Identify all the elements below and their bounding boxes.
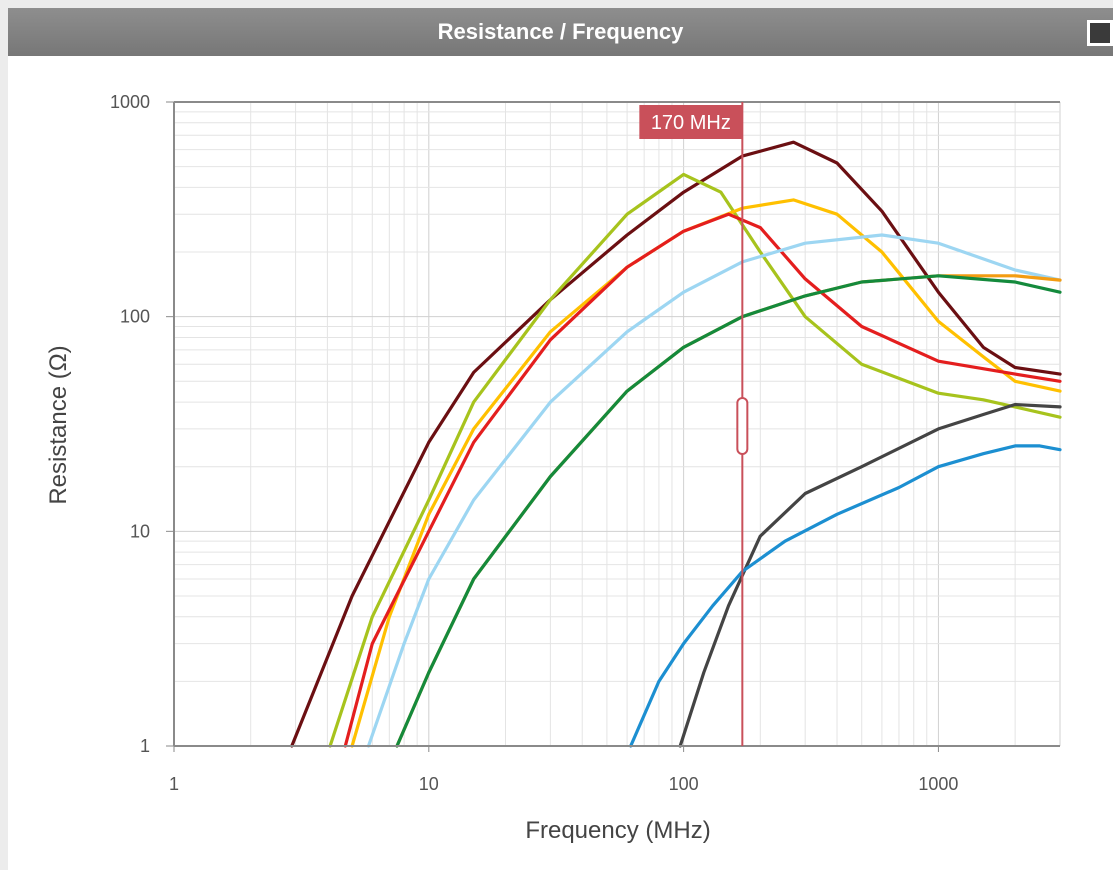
cursor-drag-handle — [736, 397, 749, 455]
y-tick-label: 1 — [140, 736, 150, 756]
maximize-icon[interactable] — [1087, 20, 1113, 46]
x-tick-label: 10 — [419, 774, 439, 794]
series-line — [629, 444, 1062, 748]
chart-panel: Resistance / Frequency — [8, 8, 1113, 870]
series-line — [395, 274, 1062, 748]
x-tick-label: 1 — [169, 774, 179, 794]
series-layer — [290, 140, 1062, 748]
series-line — [328, 172, 1062, 748]
series-line — [366, 233, 1062, 748]
y-tick-label: 100 — [120, 307, 150, 327]
series-line — [678, 402, 1062, 748]
y-tick-label: 10 — [130, 521, 150, 541]
x-tick-label: 100 — [669, 774, 699, 794]
chart-title: Resistance / Frequency — [437, 19, 684, 44]
y-axis-title: Resistance (Ω) — [45, 345, 72, 504]
series-line — [395, 274, 1062, 748]
grid — [173, 101, 1061, 747]
x-axis-title: Frequency (MHz) — [525, 817, 710, 844]
y-tick-label: 1000 — [110, 92, 150, 112]
axes: 1 10 100 1000 1 10 100 1000 — [110, 92, 1060, 794]
chart-title-bar: Resistance / Frequency — [8, 8, 1113, 56]
x-tick-label: 1000 — [918, 774, 958, 794]
frequency-cursor[interactable]: 170 MHz — [639, 102, 749, 746]
cursor-label-bg — [639, 105, 743, 139]
series-line — [343, 212, 1062, 748]
cursor-label: 170 MHz — [651, 112, 731, 134]
